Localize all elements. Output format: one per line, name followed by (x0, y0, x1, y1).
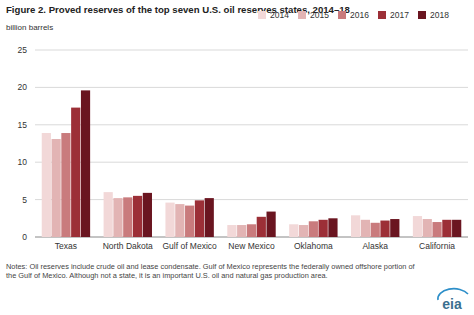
bar (442, 220, 451, 237)
bar (328, 218, 337, 237)
x-tick-label: Alaska (362, 241, 388, 251)
y-tick-label: 0 (22, 232, 27, 242)
bar (104, 192, 113, 237)
legend-swatch (338, 11, 346, 19)
bar (257, 217, 266, 237)
bar (61, 133, 70, 237)
y-tick-label: 5 (22, 195, 27, 205)
bar (81, 90, 90, 237)
legend-label: 2018 (430, 10, 449, 20)
bars (42, 90, 462, 237)
x-tick-label: Texas (55, 241, 77, 251)
bar (42, 133, 51, 237)
bar (185, 206, 194, 237)
bar (351, 215, 360, 237)
grid-line (35, 87, 468, 88)
legend-swatch (298, 11, 306, 19)
bar (52, 139, 61, 237)
bar (71, 108, 80, 237)
bar (319, 220, 328, 237)
bar (380, 221, 389, 237)
legend-swatch (258, 11, 266, 19)
notes: Notes: Oil reserves include crude oil an… (6, 262, 426, 280)
bar (361, 220, 370, 237)
bar (452, 220, 461, 237)
bar (371, 223, 380, 237)
legend-label: 2016 (350, 10, 369, 20)
bar (432, 222, 441, 237)
legend-swatch (378, 11, 386, 19)
bar (165, 203, 174, 237)
bar (267, 212, 276, 237)
bar (113, 198, 122, 237)
legend-label: 2015 (310, 10, 329, 20)
logo: eia (442, 296, 462, 312)
bar (237, 225, 246, 237)
bar (205, 198, 214, 237)
x-tick-label: North Dakota (103, 241, 153, 251)
x-tick-label: Oklahoma (294, 241, 333, 251)
y-axis-label: billion barrels (6, 23, 53, 32)
bar (195, 200, 204, 237)
bar (175, 204, 184, 237)
legend-swatch (418, 11, 426, 19)
y-tick-label: 15 (18, 120, 28, 130)
bar (413, 216, 422, 237)
legend-label: 2014 (270, 10, 289, 20)
bar (227, 225, 236, 237)
grid-line (35, 50, 468, 51)
x-tick-label: New Mexico (228, 241, 275, 251)
bar (423, 219, 432, 237)
bar (123, 197, 132, 237)
grid-line (35, 162, 468, 163)
y-tick-label: 20 (18, 82, 28, 92)
bar (390, 219, 399, 237)
bar (289, 224, 298, 237)
bar (299, 225, 308, 237)
bar (247, 224, 256, 237)
bar (133, 196, 142, 237)
grid-line (35, 199, 468, 200)
y-tick-label: 10 (18, 157, 28, 167)
x-tick-label: California (419, 241, 455, 251)
y-tick-label: 25 (18, 45, 28, 55)
x-tick-label: Gulf of Mexico (162, 241, 217, 251)
grid-line (35, 124, 468, 125)
bar (143, 193, 152, 237)
legend-label: 2017 (390, 10, 409, 20)
bar (309, 221, 318, 237)
